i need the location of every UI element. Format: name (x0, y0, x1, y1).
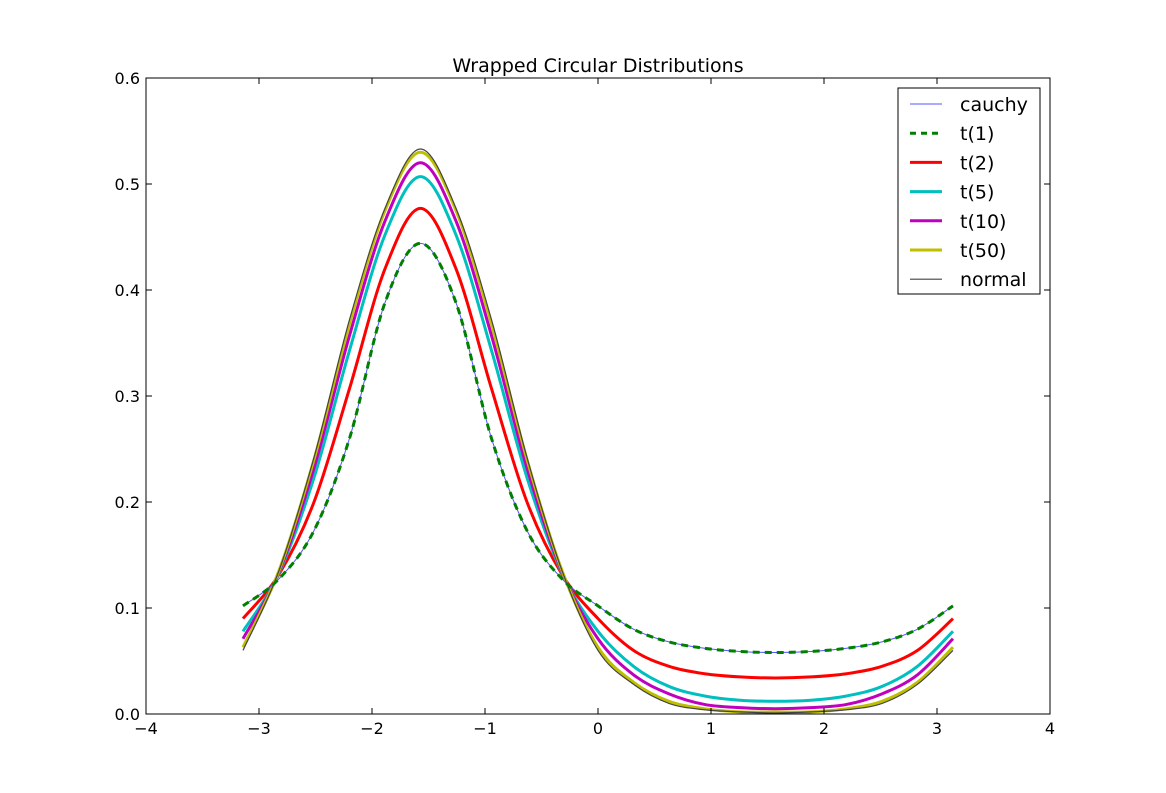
series-line-normal (242, 148, 954, 714)
y-tick-label: 0.1 (115, 599, 140, 618)
x-tick-label: 3 (932, 719, 942, 738)
y-tick-label: 0.4 (115, 281, 140, 300)
legend: cauchy t(1) t(2) t(5) t(10) t(50) normal (897, 87, 1041, 295)
tick-layer: −4 −3 −2 −1 0 1 2 3 4 0.0 0.1 0.2 0.3 0.4 0.5 0.6 (115, 69, 1056, 738)
x-tick-label: −2 (360, 719, 384, 738)
legend-label: t(1) (960, 123, 994, 145)
y-tick-label: 0.3 (115, 387, 140, 406)
legend-label: cauchy (960, 94, 1028, 116)
y-tick-label: 0.2 (115, 493, 140, 512)
x-tick-label: 1 (706, 719, 716, 738)
series-line-t1 (242, 241, 954, 655)
legend-items: cauchy t(1) t(2) t(5) t(10) t(50) normal (910, 94, 1028, 291)
x-tick-label: −1 (473, 719, 497, 738)
legend-label: normal (960, 269, 1027, 291)
x-tick-label: 0 (593, 719, 603, 738)
y-tick-label: 0.0 (115, 705, 140, 724)
y-tick-label: 0.5 (115, 175, 140, 194)
x-tick-label: −4 (134, 719, 158, 738)
x-tick-label: −3 (247, 719, 271, 738)
y-tick-label: 0.6 (115, 69, 140, 88)
series-layer (241, 148, 955, 714)
legend-label: t(50) (960, 240, 1006, 262)
legend-label: t(2) (960, 152, 994, 174)
x-tick-label: 4 (1045, 719, 1055, 738)
x-tick-label: 2 (819, 719, 829, 738)
legend-label: t(5) (960, 182, 994, 204)
chart-title: Wrapped Circular Distributions (452, 55, 743, 77)
legend-label: t(10) (960, 211, 1006, 233)
